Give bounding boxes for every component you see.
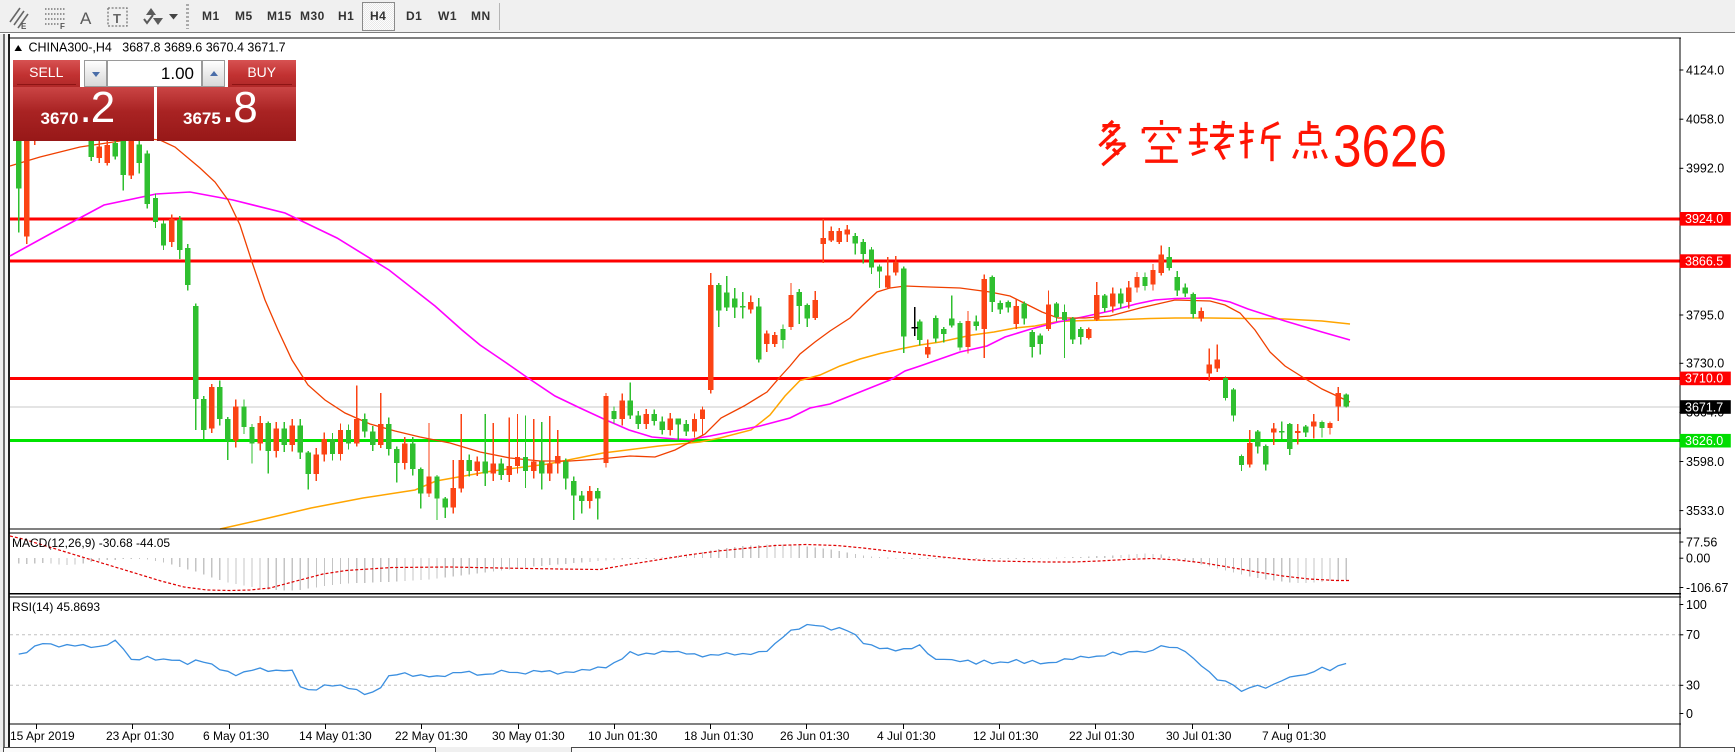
svg-text:4124.0: 4124.0	[1686, 63, 1724, 77]
svg-text:30: 30	[1686, 679, 1700, 693]
svg-text:A: A	[80, 9, 92, 28]
svg-text:22 Jul 01:30: 22 Jul 01:30	[1069, 729, 1135, 743]
svg-text:F: F	[60, 22, 65, 31]
svg-text:3598.0: 3598.0	[1686, 455, 1724, 469]
svg-text:3866.5: 3866.5	[1685, 254, 1723, 268]
svg-text:30 Jul 01:30: 30 Jul 01:30	[1166, 729, 1232, 743]
svg-text:E: E	[21, 22, 27, 31]
svg-text:0: 0	[1686, 707, 1693, 721]
svg-text:26 Jun 01:30: 26 Jun 01:30	[780, 729, 850, 743]
svg-text:4 Jul 01:30: 4 Jul 01:30	[877, 729, 936, 743]
svg-text:3626: 3626	[1333, 114, 1447, 180]
svg-text:3795.0: 3795.0	[1686, 308, 1724, 322]
svg-text:12 Jul 01:30: 12 Jul 01:30	[973, 729, 1039, 743]
svg-text:3992.0: 3992.0	[1686, 162, 1724, 176]
svg-text:3710.0: 3710.0	[1685, 372, 1723, 386]
svg-text:30 May 01:30: 30 May 01:30	[492, 729, 565, 743]
svg-text:23 Apr 01:30: 23 Apr 01:30	[106, 729, 174, 743]
svg-text:18 Jun 01:30: 18 Jun 01:30	[684, 729, 754, 743]
svg-text:CHINA300-,H4 3687.8 3689.6 3: CHINA300-,H4 3687.8 3689.6 3670.4 3671.7	[29, 41, 286, 55]
svg-text:RSI(14) 45.8693: RSI(14) 45.8693	[12, 600, 100, 614]
svg-text:MACD(12,26,9) -30.68 -44.05: MACD(12,26,9) -30.68 -44.05	[12, 536, 170, 550]
svg-text:6 May 01:30: 6 May 01:30	[203, 729, 269, 743]
svg-text:22 May 01:30: 22 May 01:30	[395, 729, 468, 743]
svg-text:3626.0: 3626.0	[1685, 434, 1723, 448]
svg-text:3730.0: 3730.0	[1686, 357, 1724, 371]
svg-text:7 Aug 01:30: 7 Aug 01:30	[1262, 729, 1326, 743]
svg-text:3671.7: 3671.7	[1685, 400, 1723, 414]
svg-text:0.00: 0.00	[1686, 552, 1710, 566]
svg-text:70: 70	[1686, 628, 1700, 642]
svg-text:3924.0: 3924.0	[1685, 212, 1723, 226]
svg-text:77.56: 77.56	[1686, 535, 1717, 549]
svg-text:-106.67: -106.67	[1686, 581, 1728, 595]
svg-text:4058.0: 4058.0	[1686, 113, 1724, 127]
svg-text:15 Apr 2019: 15 Apr 2019	[10, 729, 75, 743]
svg-text:10 Jun 01:30: 10 Jun 01:30	[588, 729, 658, 743]
svg-text:100: 100	[1686, 598, 1707, 612]
svg-text:T: T	[113, 11, 121, 26]
svg-text:14 May 01:30: 14 May 01:30	[299, 729, 372, 743]
svg-text:3533.0: 3533.0	[1686, 504, 1724, 518]
